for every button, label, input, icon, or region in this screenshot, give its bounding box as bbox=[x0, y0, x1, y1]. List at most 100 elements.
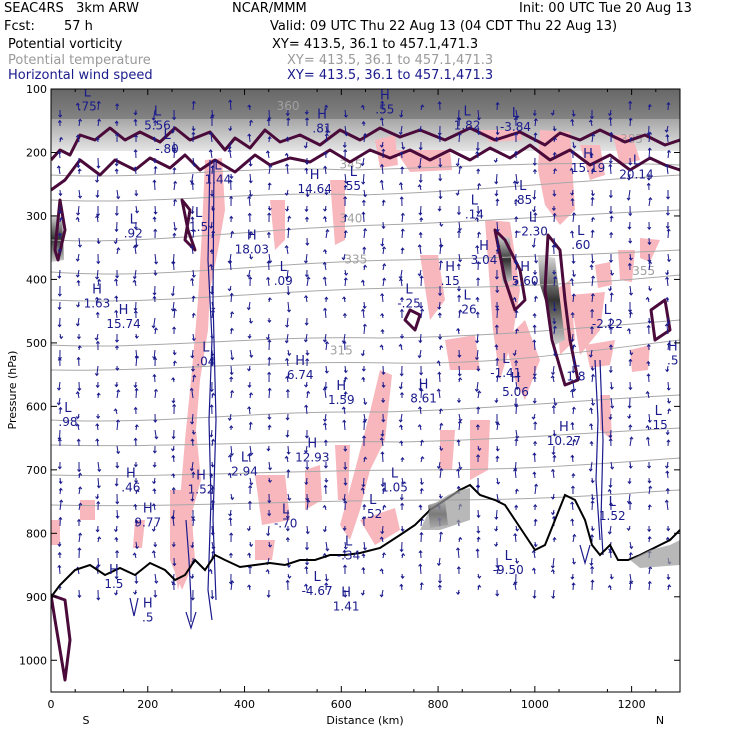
wind-arrow bbox=[458, 253, 461, 262]
wind-arrow bbox=[648, 566, 651, 575]
wind-arrowhead bbox=[151, 117, 156, 121]
wind-arrowhead bbox=[418, 179, 423, 184]
wind-arrowhead bbox=[154, 436, 159, 440]
wind-arrow bbox=[97, 119, 100, 127]
wind-arrow bbox=[325, 341, 328, 351]
wind-arrowhead bbox=[246, 368, 251, 372]
wind-arrow bbox=[439, 423, 442, 431]
wind-arrow bbox=[457, 439, 460, 447]
wind-arrowhead bbox=[304, 566, 309, 570]
wind-arrowhead bbox=[249, 354, 254, 358]
wind-arrowhead bbox=[533, 504, 538, 508]
wind-arrowhead bbox=[475, 150, 480, 154]
wind-arrow bbox=[552, 365, 555, 375]
wind-arrowhead bbox=[571, 260, 576, 264]
wind-arrowhead bbox=[418, 563, 423, 567]
wind-arrow bbox=[268, 183, 271, 191]
wind-arrow bbox=[457, 469, 460, 479]
wind-arrowhead bbox=[572, 438, 577, 442]
wind-arrowhead bbox=[285, 515, 290, 519]
wind-arrowhead bbox=[58, 481, 63, 485]
wind-arrowhead bbox=[495, 593, 500, 597]
wind-arrowhead bbox=[400, 212, 405, 216]
wind-arrowhead bbox=[439, 447, 444, 452]
wind-arrowhead bbox=[134, 387, 139, 391]
wind-arrowhead bbox=[284, 245, 289, 249]
wind-arrow bbox=[230, 390, 233, 399]
wind-arrowhead bbox=[305, 358, 310, 362]
wind-arrowhead bbox=[172, 167, 177, 171]
wind-arrow bbox=[115, 279, 118, 287]
wind-arrowhead bbox=[249, 543, 254, 548]
wind-arrow bbox=[97, 279, 100, 287]
wind-arrowhead bbox=[608, 163, 613, 167]
wind-arrowhead bbox=[75, 102, 80, 106]
wind-arrow bbox=[305, 295, 308, 303]
wind-arrow bbox=[533, 340, 536, 351]
wind-arrowhead bbox=[591, 216, 596, 220]
wind-arrow bbox=[134, 301, 137, 311]
wind-arrowhead bbox=[474, 357, 479, 361]
wind-arrow bbox=[553, 326, 556, 335]
wind-arrowhead bbox=[514, 150, 518, 154]
wind-arrowhead bbox=[628, 257, 633, 261]
wind-arrow bbox=[477, 109, 480, 120]
wind-arrowhead bbox=[591, 373, 596, 377]
wind-arrowhead bbox=[572, 212, 577, 216]
wind-arrowhead bbox=[116, 419, 121, 423]
wind-arrowhead bbox=[303, 339, 308, 343]
wind-arrowhead bbox=[229, 425, 234, 429]
wind-arrowhead bbox=[57, 293, 62, 297]
x-tick-label: 1200 bbox=[618, 698, 646, 711]
wind-arrowhead bbox=[191, 338, 196, 342]
wind-arrowhead bbox=[324, 479, 329, 483]
wind-arrowhead bbox=[572, 533, 577, 537]
wind-arrowhead bbox=[132, 244, 137, 248]
wind-arrowhead bbox=[113, 408, 118, 412]
hl-value: 3.04 bbox=[471, 253, 498, 267]
hl-marker: H bbox=[310, 168, 320, 183]
wind-arrow bbox=[230, 365, 233, 375]
wind-arrow bbox=[97, 477, 100, 488]
wind-arrowhead bbox=[495, 290, 500, 294]
hl-value: .98 bbox=[58, 415, 77, 429]
wind-arrowhead bbox=[647, 536, 652, 540]
x-axis-left-label: S bbox=[83, 714, 90, 727]
wind-arrow bbox=[97, 557, 100, 567]
wind-arrow bbox=[154, 205, 157, 215]
theta-label: 340 bbox=[340, 211, 363, 225]
wind-arrowhead bbox=[495, 248, 500, 252]
wind-arrow bbox=[344, 477, 347, 486]
wind-arrow bbox=[515, 230, 518, 239]
hl-marker: L bbox=[502, 352, 510, 367]
hl-value: 5.60 bbox=[512, 274, 539, 288]
wind-arrowhead bbox=[191, 517, 196, 522]
wind-arrowhead bbox=[533, 272, 537, 276]
wind-arrowhead bbox=[190, 498, 195, 502]
wind-arrow bbox=[515, 404, 518, 415]
wind-arrow bbox=[439, 468, 442, 479]
wind-arrowhead bbox=[173, 227, 178, 232]
wind-arrowhead bbox=[248, 180, 253, 184]
hl-marker: L bbox=[84, 86, 92, 101]
wind-arrowhead bbox=[495, 565, 500, 569]
wind-arrow bbox=[191, 413, 194, 424]
wind-arrowhead bbox=[229, 327, 234, 331]
wind-arrowhead bbox=[456, 327, 461, 332]
wind-arrowhead bbox=[58, 193, 63, 197]
wind-arrow bbox=[553, 237, 556, 248]
wind-arrowhead bbox=[380, 328, 385, 333]
wind-arrowhead bbox=[400, 228, 405, 232]
hl-marker: H bbox=[583, 147, 593, 162]
wind-arrowhead bbox=[477, 448, 482, 452]
wind-arrowhead bbox=[436, 562, 441, 567]
wind-arrowhead bbox=[342, 419, 347, 423]
wind-arrow bbox=[400, 413, 403, 422]
wind-arrowhead bbox=[665, 536, 670, 540]
wind-arrowhead bbox=[322, 552, 327, 557]
wind-arrowhead bbox=[172, 352, 177, 356]
wind-arrow bbox=[628, 221, 631, 230]
hl-value: .26 bbox=[458, 303, 477, 317]
wind-arrowhead bbox=[135, 546, 140, 550]
wind-arrowhead bbox=[210, 464, 215, 468]
